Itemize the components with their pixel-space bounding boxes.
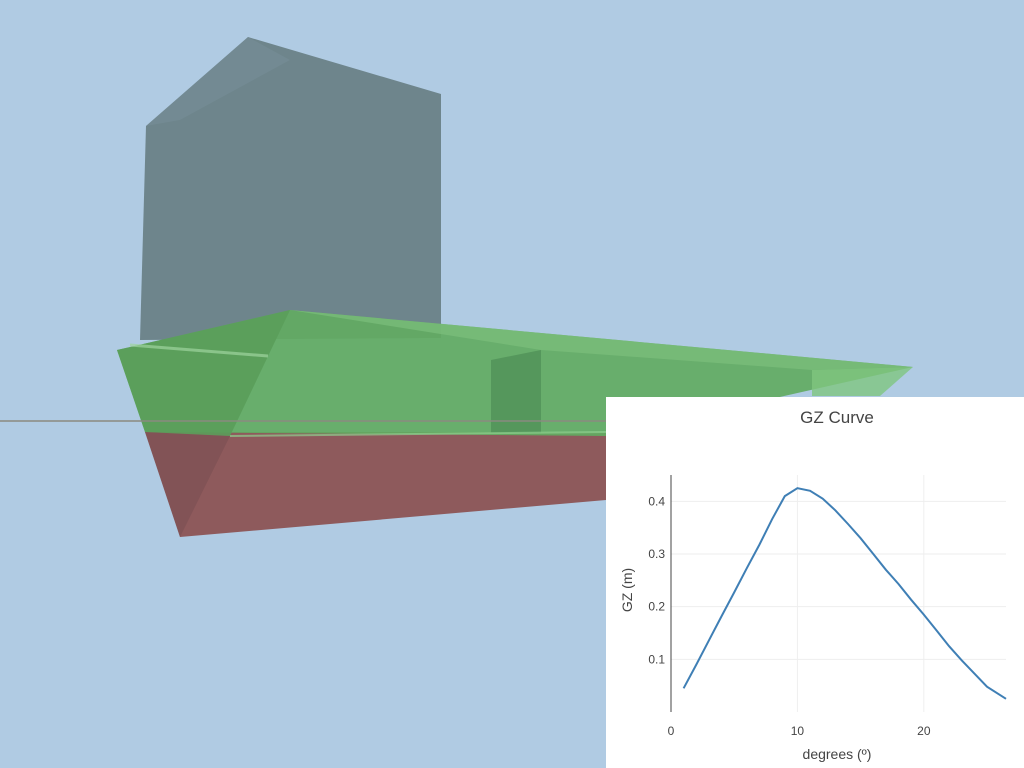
x-tick-label: 0 (668, 724, 675, 738)
gz-curve-panel[interactable]: 0.1 0.2 0.3 0.4 0 10 20 GZ Curve degrees (º) G… (606, 397, 1024, 768)
y-tick-label: 0.3 (648, 547, 665, 561)
gz-curve-chart[interactable]: 0.1 0.2 0.3 0.4 0 10 20 GZ Curve degrees (º) G… (606, 397, 1024, 768)
x-axis-label: degrees (º) (803, 746, 872, 762)
chart-tick-labels: 0.1 0.2 0.3 0.4 0 10 20 (648, 494, 931, 738)
y-tick-label: 0.4 (648, 494, 665, 508)
y-tick-label: 0.1 (648, 652, 665, 666)
chart-title: GZ Curve (800, 408, 874, 427)
hull-below-water (145, 432, 606, 537)
gz-series-line[interactable] (682, 487, 1007, 700)
superstructure-block (140, 37, 441, 340)
chart-grid (670, 475, 1006, 712)
y-axis-label: GZ (m) (619, 568, 635, 612)
y-tick-label: 0.2 (648, 600, 665, 614)
x-tick-label: 20 (917, 724, 931, 738)
x-tick-label: 10 (791, 724, 805, 738)
